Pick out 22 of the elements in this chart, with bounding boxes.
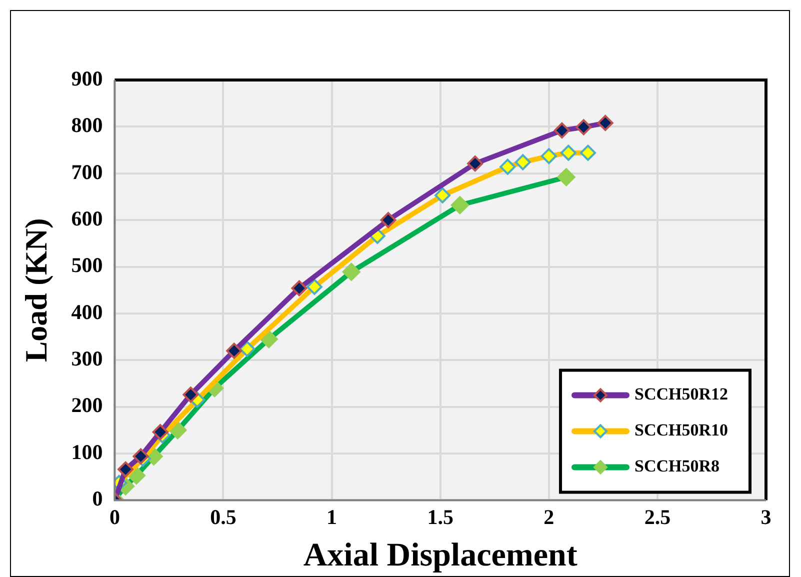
- y-axis-title: Load (KN): [18, 218, 54, 362]
- y-tick-label: 600: [71, 206, 103, 230]
- x-tick-label: 2: [544, 505, 554, 530]
- y-tick-label: 800: [71, 113, 103, 138]
- y-tick-label: 900: [71, 66, 103, 90]
- y-tick-label: 300: [71, 346, 103, 371]
- y-tick-label: 500: [71, 253, 103, 278]
- y-tick-label: 0: [92, 486, 103, 511]
- legend-label: SCCH50R8: [634, 456, 720, 476]
- legend-label: SCCH50R12: [634, 384, 728, 404]
- x-axis-title: Axial Displacement: [303, 538, 578, 574]
- y-tick-label: 700: [71, 160, 103, 184]
- x-tick-label: 1.5: [427, 505, 454, 530]
- x-tick-label: 0.5: [210, 505, 236, 530]
- x-tick-label: 3: [760, 505, 772, 530]
- x-tick-label: 2.5: [644, 505, 671, 530]
- x-tick-label: 0: [109, 505, 120, 530]
- legend-label: SCCH50R10: [634, 420, 728, 440]
- y-tick-label: 400: [71, 300, 103, 324]
- y-tick-label: 100: [71, 440, 103, 464]
- x-tick-label: 1: [326, 505, 338, 530]
- y-tick-label: 200: [71, 393, 103, 418]
